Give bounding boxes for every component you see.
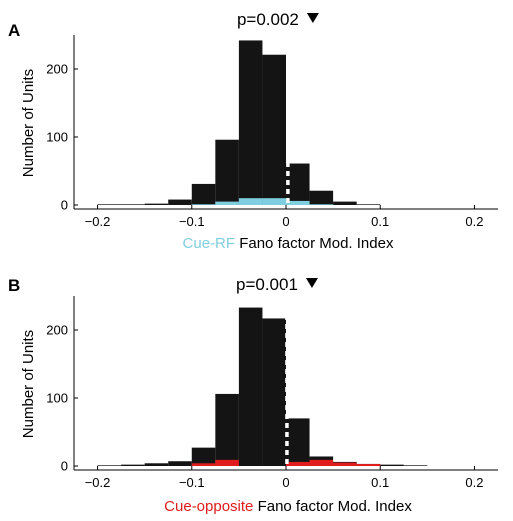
x-tick-label: −0.1 xyxy=(179,214,205,229)
significant-bar xyxy=(191,204,216,205)
histogram-bar xyxy=(144,203,169,205)
y-tick-label: 200 xyxy=(46,323,68,338)
histogram-bar xyxy=(356,204,381,205)
y-tick-label: 0 xyxy=(61,459,68,474)
significant-bar xyxy=(286,200,310,205)
significant-bar xyxy=(333,462,357,466)
histogram-bar xyxy=(215,139,239,205)
histogram-bar xyxy=(168,461,192,466)
histogram-bar xyxy=(97,204,145,205)
axes-a: −0.2 −0.1 0 0.1 0.2 0 100 200 xyxy=(46,35,498,229)
y-axis-title-a: Number of Units xyxy=(20,69,37,177)
histogram-bar xyxy=(121,464,145,466)
histogram-bar xyxy=(238,40,263,205)
histogram-bar xyxy=(286,163,310,205)
histogram-bar xyxy=(191,447,216,466)
x-tick-label: 0.1 xyxy=(371,475,389,490)
significant-bar xyxy=(262,198,286,205)
y-tick-label: 200 xyxy=(46,62,68,77)
histogram-bar xyxy=(168,199,192,205)
bars-significant-a xyxy=(191,198,334,205)
median-marker-a xyxy=(306,13,319,23)
histogram-bar xyxy=(262,318,286,466)
histogram-bar xyxy=(97,465,122,466)
x-axis-title-highlight-a: Cue-RF xyxy=(183,235,236,252)
histogram-bar xyxy=(403,465,428,466)
significant-bar xyxy=(309,204,334,205)
panel-label-a: A xyxy=(8,21,20,40)
histogram-bar xyxy=(191,183,216,205)
x-tick-label: 0.2 xyxy=(465,475,483,490)
significant-bar xyxy=(286,461,310,466)
median-marker-b xyxy=(305,278,318,288)
axes-b: −0.2 −0.1 0 0.1 0.2 0 100 200 xyxy=(46,296,498,490)
p-value-b: p=0.001 xyxy=(236,275,298,294)
histogram-bar xyxy=(262,54,286,205)
x-axis-title-rest-a: Fano factor Mod. Index xyxy=(235,235,394,252)
x-tick-label: −0.2 xyxy=(85,214,111,229)
x-tick-label: −0.2 xyxy=(85,475,111,490)
x-axis-title-a: Cue-RF Fano factor Mod. Index xyxy=(183,235,394,252)
x-tick-label: 0 xyxy=(282,214,289,229)
y-tick-label: 100 xyxy=(46,130,68,145)
x-axis-title-b: Cue-opposite Fano factor Mod. Index xyxy=(164,498,412,515)
panel-label-b: B xyxy=(8,276,20,295)
x-tick-label: −0.1 xyxy=(179,475,205,490)
significant-bar xyxy=(356,463,381,466)
histogram-bar xyxy=(238,307,263,466)
significant-bar xyxy=(215,201,239,205)
x-tick-label: 0.2 xyxy=(465,214,483,229)
histogram-bar xyxy=(380,464,404,466)
x-axis-title-highlight-b: Cue-opposite xyxy=(164,498,253,515)
significant-bar xyxy=(191,463,216,466)
significant-bar xyxy=(309,459,334,466)
bars-all-a xyxy=(97,40,381,205)
y-tick-label: 0 xyxy=(61,198,68,213)
x-axis-title-rest-b: Fano factor Mod. Index xyxy=(253,498,412,515)
significant-bar xyxy=(238,198,263,205)
histogram-bar xyxy=(309,190,334,205)
bars-all-b xyxy=(97,307,428,466)
x-tick-label: 0 xyxy=(282,475,289,490)
panel-a: A p=0.002 −0.2 −0.1 0 0.1 0.2 0 100 200 Number … xyxy=(8,10,498,252)
histogram-bar xyxy=(144,463,169,466)
histogram-bar xyxy=(333,201,357,205)
significant-bar xyxy=(215,459,239,466)
y-tick-label: 100 xyxy=(46,391,68,406)
x-tick-label: 0.1 xyxy=(371,214,389,229)
panel-b: B p=0.001 −0.2 −0.1 0 0.1 0.2 0 100 200 Number … xyxy=(8,275,498,515)
bars-significant-b xyxy=(191,459,381,466)
histogram-bar xyxy=(286,418,310,466)
histogram-bar xyxy=(215,393,239,466)
y-axis-title-b: Number of Units xyxy=(20,330,37,438)
p-value-a: p=0.002 xyxy=(237,10,299,29)
